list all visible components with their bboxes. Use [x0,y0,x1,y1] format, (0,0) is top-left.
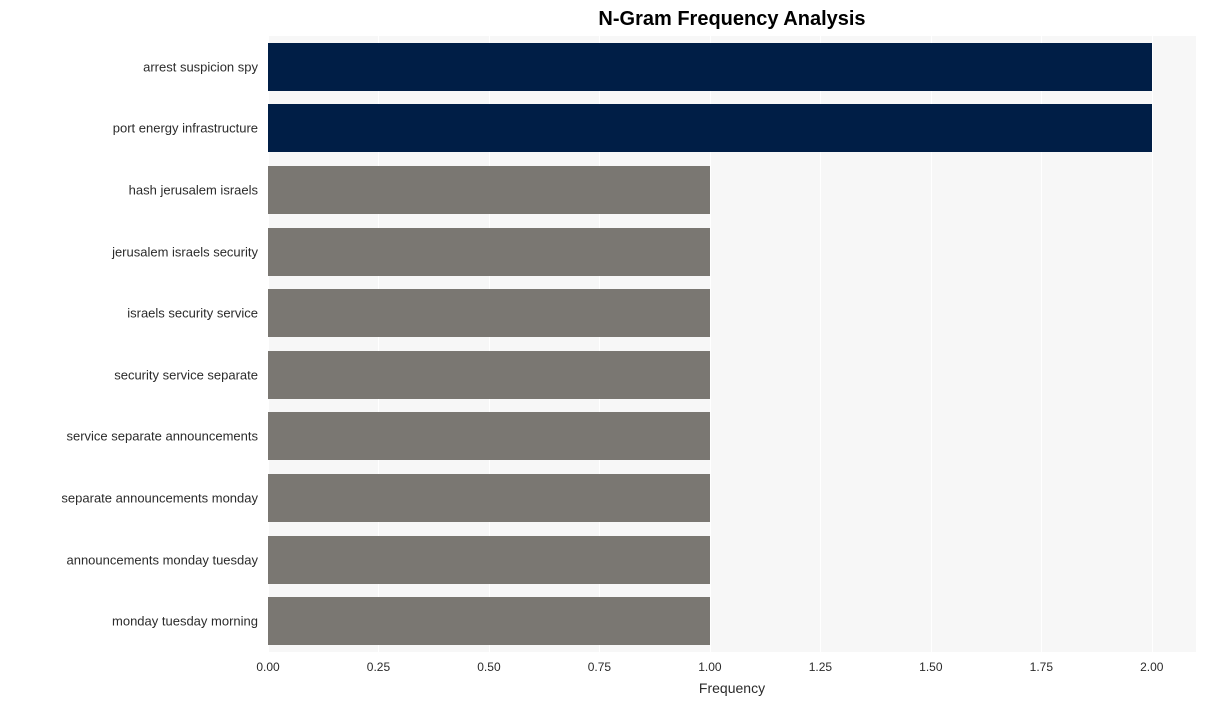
bar [268,43,1152,91]
y-tick-label: separate announcements monday [61,491,268,506]
x-tick-label: 1.00 [698,652,721,674]
y-tick-label: hash jerusalem israels [129,183,268,198]
ngram-frequency-chart: N-Gram Frequency Analysis 0.000.250.500.… [0,0,1206,701]
x-tick-label: 0.50 [477,652,500,674]
bar [268,351,710,399]
x-axis-title: Frequency [699,680,765,696]
y-tick-label: jerusalem israels security [112,244,268,259]
bar [268,597,710,645]
bar [268,412,710,460]
bar [268,228,710,276]
x-tick-label: 2.00 [1140,652,1163,674]
chart-title: N-Gram Frequency Analysis [268,8,1196,31]
y-tick-label: security service separate [114,367,268,382]
bar [268,536,710,584]
x-tick-label: 1.25 [809,652,832,674]
gridline [1152,36,1153,652]
y-tick-label: israels security service [127,306,268,321]
y-tick-label: arrest suspicion spy [143,59,268,74]
x-tick-label: 0.00 [256,652,279,674]
x-tick-label: 0.75 [588,652,611,674]
bar [268,104,1152,152]
x-tick-label: 0.25 [367,652,390,674]
x-tick-label: 1.50 [919,652,942,674]
y-tick-label: port energy infrastructure [113,121,268,136]
x-tick-label: 1.75 [1030,652,1053,674]
bar [268,289,710,337]
bar [268,166,710,214]
bar [268,474,710,522]
plot-area: 0.000.250.500.751.001.251.501.752.00arre… [268,36,1196,652]
y-tick-label: service separate announcements [66,429,268,444]
y-tick-label: monday tuesday morning [112,614,268,629]
y-tick-label: announcements monday tuesday [66,552,268,567]
